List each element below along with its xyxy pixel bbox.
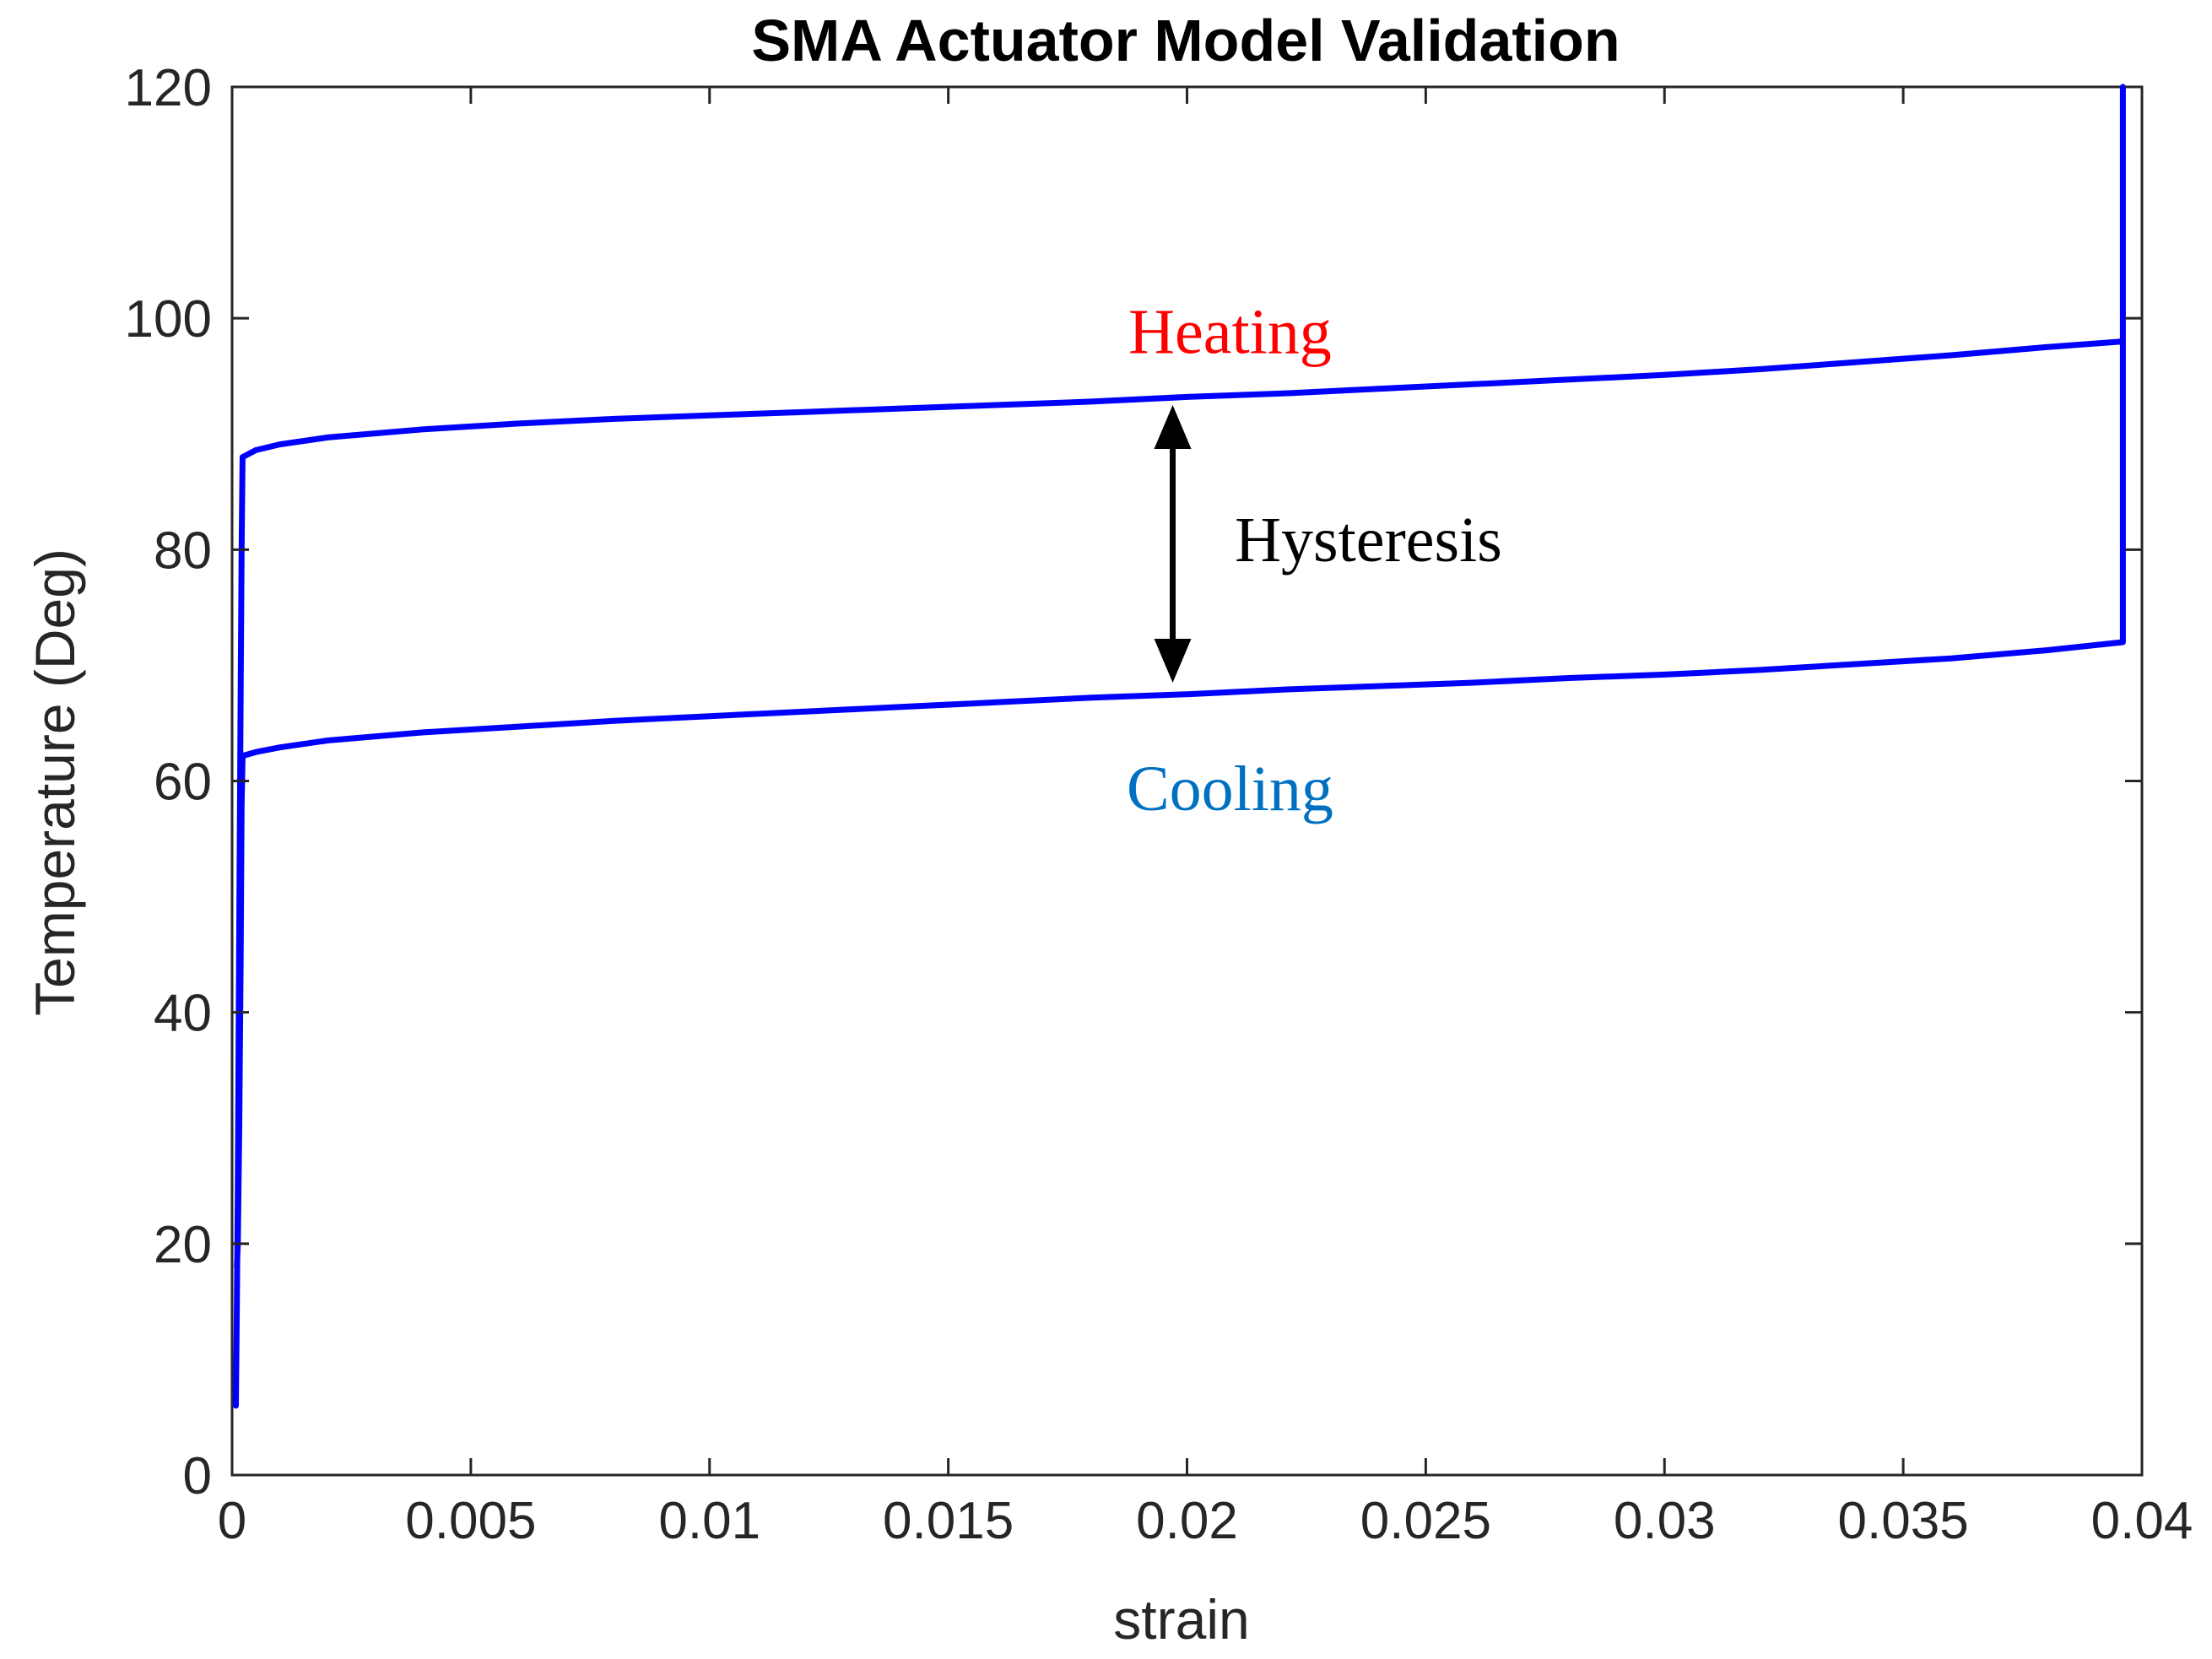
x-tick-label: 0.025 bbox=[1360, 1492, 1491, 1550]
y-tick-label: 0 bbox=[183, 1447, 212, 1505]
axis-ticks: 0 0.005 0.01 0.015 0.02 0.025 0.03 0.035 0.04 0 20… bbox=[125, 59, 2193, 1550]
y-tick-label: 120 bbox=[125, 59, 212, 117]
y-tick-label: 20 bbox=[154, 1216, 212, 1274]
annotation-heating: Heating bbox=[1128, 296, 1332, 367]
y-tick-label: 80 bbox=[154, 521, 212, 580]
hysteresis-arrow-head-down bbox=[1154, 638, 1192, 683]
annotation-cooling: Cooling bbox=[1127, 754, 1333, 824]
x-tick-label: 0.005 bbox=[405, 1492, 536, 1550]
x-tick-label: 0.015 bbox=[883, 1492, 1014, 1550]
x-tick-label: 0.01 bbox=[658, 1492, 760, 1550]
hysteresis-arrow-head-up bbox=[1154, 404, 1192, 449]
y-tick-label: 100 bbox=[125, 290, 212, 349]
chart-title: SMA Actuator Model Validation bbox=[751, 8, 1620, 73]
series-line bbox=[233, 84, 2126, 1409]
x-tick-label: 0.03 bbox=[1614, 1492, 1716, 1550]
y-axis-label: Temperature (Deg) bbox=[24, 548, 86, 1016]
annotation-hysteresis: Hysteresis bbox=[1235, 505, 1502, 576]
x-tick-label: 0.02 bbox=[1136, 1492, 1238, 1550]
annotations: Heating Hysteresis Cooling bbox=[1127, 296, 1502, 824]
y-tick-label: 60 bbox=[154, 754, 212, 812]
x-axis-label: strain bbox=[1113, 1588, 1249, 1651]
y-tick-label: 40 bbox=[154, 985, 212, 1043]
x-tick-label: 0.035 bbox=[1838, 1492, 1969, 1550]
x-tick-label: 0.04 bbox=[2091, 1492, 2193, 1550]
x-tick-label: 0 bbox=[218, 1492, 246, 1550]
